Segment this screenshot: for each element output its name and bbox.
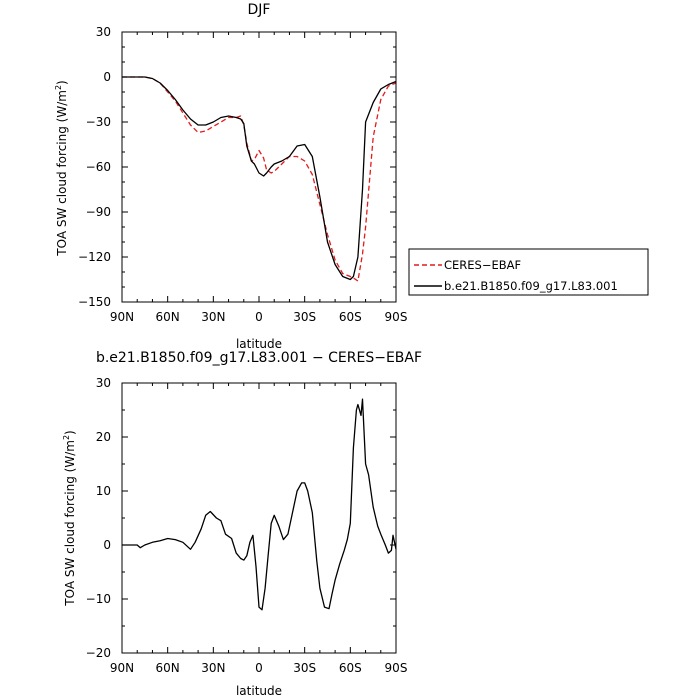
chart-bottom-ytick-label: 10 [96, 484, 111, 498]
chart-bottom-ylabel: TOA SW cloud forcing (W/m2) [62, 430, 77, 606]
chart-top-ylabel: TOA SW cloud forcing (W/m2) [54, 80, 69, 256]
chart-top-xtick-label: 90N [110, 310, 134, 324]
chart-top-xtick-label: 30N [201, 310, 225, 324]
chart-top-xtick-label: 90S [385, 310, 408, 324]
chart-bottom-xtick-label: 60S [339, 661, 362, 675]
chart-top-ytick-label: −60 [86, 160, 111, 174]
chart-top-series-line-1 [122, 76, 397, 281]
legend-label-model: b.e21.B1850.f09_g17.L83.001 [444, 279, 618, 293]
legend: CERES−EBAF b.e21.B1850.f09_g17.L83.001 [408, 248, 649, 296]
legend-label-ceres: CERES−EBAF [444, 258, 521, 272]
chart-bottom-xlabel: latitude [236, 684, 282, 698]
chart-bottom-xtick-label: 60N [156, 661, 180, 675]
chart-top-title: DJF [248, 2, 271, 18]
chart-top-ytick-label: 30 [96, 25, 111, 39]
chart-top-plot-frame [121, 31, 397, 303]
chart-bottom-xtick-label: 0 [255, 661, 263, 675]
chart-bottom-xtick-label: 30S [293, 661, 316, 675]
chart-top: DJF latitude TOA SW cloud forcing (W/m2)… [54, 2, 407, 351]
chart-bottom-series-line-0 [122, 398, 397, 611]
chart-bottom-xtick-label: 90N [110, 661, 134, 675]
chart-bottom-ytick-label: 30 [96, 376, 111, 390]
chart-top-series-line-0 [122, 76, 397, 282]
chart-bottom-ytick-label: −20 [86, 646, 111, 660]
chart-top-xtick-label: 60S [339, 310, 362, 324]
chart-bottom-ytick-label: −10 [86, 592, 111, 606]
chart-top-ytick-label: −30 [86, 115, 111, 129]
chart-top-ytick-label: −150 [78, 295, 111, 309]
chart-top-xtick-label: 0 [255, 310, 263, 324]
chart-bottom-xtick-label: 90S [385, 661, 408, 675]
chart-bottom: b.e21.B1850.f09_g17.L83.001 − CERES−EBAF… [62, 350, 422, 698]
chart-top-xtick-label: 60N [156, 310, 180, 324]
legend-box [408, 248, 649, 296]
chart-bottom-xtick-label: 30N [201, 661, 225, 675]
chart-top-xlabel: latitude [236, 337, 282, 351]
chart-bottom-ytick-label: 20 [96, 430, 111, 444]
chart-top-ytick-label: 0 [103, 70, 111, 84]
chart-top-xtick-label: 30S [293, 310, 316, 324]
chart-bottom-ytick-label: 0 [103, 538, 111, 552]
chart-top-ytick-label: −120 [78, 250, 111, 264]
chart-top-ytick-label: −90 [86, 205, 111, 219]
chart-bottom-title: b.e21.B1850.f09_g17.L83.001 − CERES−EBAF [96, 350, 422, 366]
